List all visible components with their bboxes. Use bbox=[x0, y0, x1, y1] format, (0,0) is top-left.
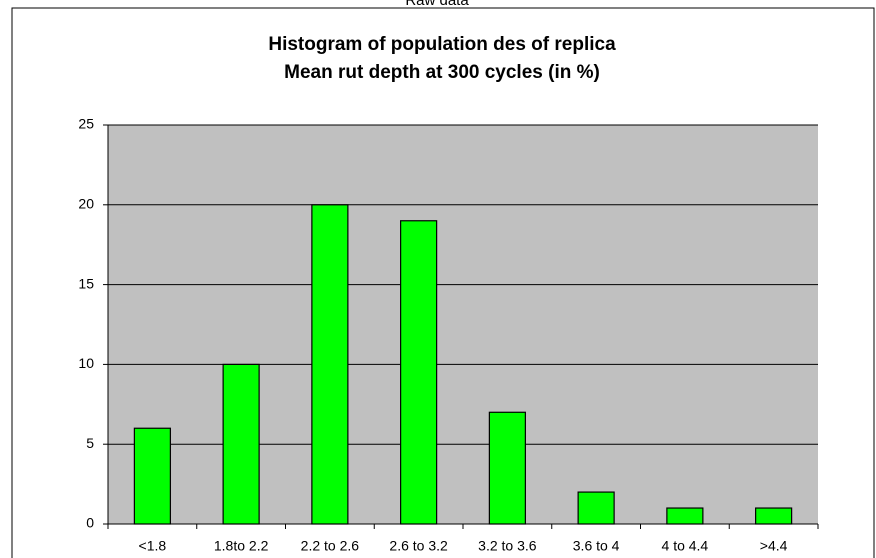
y-tick-label: 15 bbox=[78, 275, 94, 291]
bar bbox=[133, 427, 171, 525]
x-tick-label: <1.8 bbox=[139, 538, 167, 554]
x-tick-label: 4 to 4.4 bbox=[662, 538, 709, 554]
y-tick-label: 20 bbox=[78, 196, 94, 212]
x-tick-label: >4.4 bbox=[760, 538, 788, 554]
plot-area bbox=[108, 125, 818, 524]
bar bbox=[488, 411, 526, 525]
chart-title: Histogram of population des of replica bbox=[268, 34, 616, 55]
bar bbox=[311, 204, 349, 525]
x-tick-label: 1.8to 2.2 bbox=[214, 538, 269, 554]
y-tick-label: 25 bbox=[78, 116, 94, 132]
bar bbox=[222, 363, 260, 525]
y-tick-label: 5 bbox=[86, 435, 94, 451]
x-tick-label: 2.2 to 2.6 bbox=[301, 538, 360, 554]
x-tick-label: 3.6 to 4 bbox=[573, 538, 620, 554]
y-tick-label: 10 bbox=[78, 355, 94, 371]
bar bbox=[577, 491, 615, 525]
bar bbox=[400, 220, 438, 525]
bar bbox=[755, 507, 793, 525]
y-tick-label: 0 bbox=[86, 515, 94, 531]
x-tick-label: 2.6 to 3.2 bbox=[389, 538, 448, 554]
bar bbox=[666, 507, 704, 525]
x-tick-label: 3.2 to 3.6 bbox=[478, 538, 537, 554]
sheet-title: Raw data bbox=[405, 0, 469, 9]
chart-title: Mean rut depth at 300 cycles (in %) bbox=[284, 62, 600, 83]
